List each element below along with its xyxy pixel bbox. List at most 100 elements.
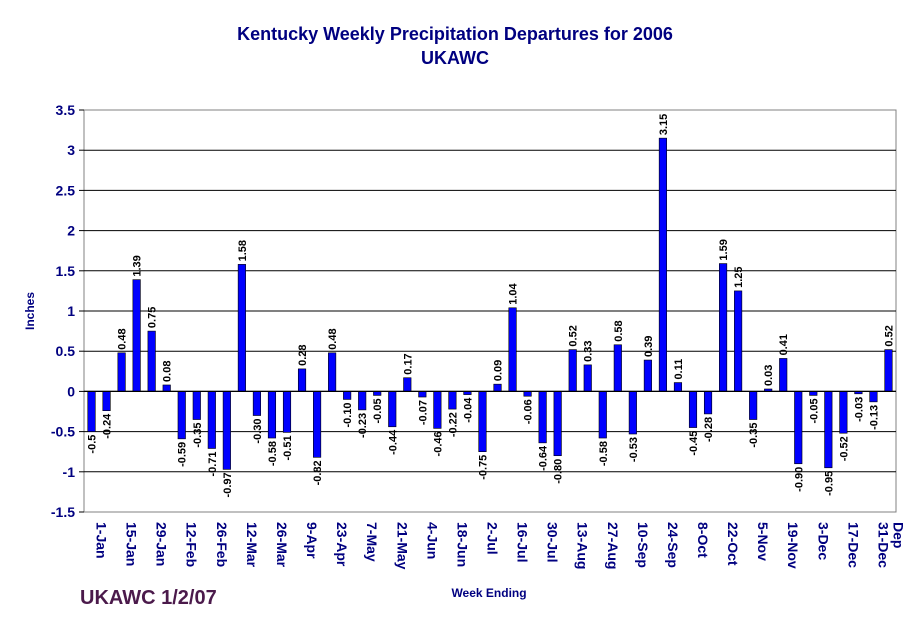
data-label: -0.95 — [823, 471, 835, 496]
data-label: 0.08 — [162, 361, 174, 382]
category-label: 29-Jan — [154, 522, 170, 566]
category-label: 10-Sep — [635, 522, 651, 568]
data-label: -0.05 — [808, 398, 820, 423]
bar — [388, 391, 397, 428]
bar — [869, 391, 878, 403]
category-label: Dep — [890, 522, 906, 548]
data-label: -0.35 — [748, 423, 760, 448]
bar — [568, 349, 577, 392]
data-label: 0.09 — [493, 360, 505, 381]
category-label: 30-Jul — [545, 522, 561, 562]
y-tick-label: 1 — [67, 303, 75, 319]
y-tick-label: 2.5 — [56, 182, 76, 198]
data-label: 0.03 — [763, 365, 775, 386]
category-label: 15-Jan — [124, 522, 140, 566]
data-label: 0.11 — [673, 359, 685, 380]
category-label: 17-Dec — [845, 522, 861, 568]
y-tick-label: 3 — [67, 142, 75, 158]
bar — [734, 290, 743, 392]
data-label: 0.28 — [297, 344, 309, 365]
bar — [673, 382, 683, 392]
data-label: -0.97 — [222, 472, 234, 497]
data-label: -0.59 — [177, 442, 189, 467]
data-label: -0.75 — [477, 455, 489, 480]
y-tick-label: -1.5 — [51, 504, 75, 520]
bar — [628, 391, 637, 435]
bar — [237, 264, 246, 392]
data-label: 0.52 — [883, 325, 895, 346]
category-label: 1-Jan — [94, 522, 110, 559]
category-label: 24-Sep — [665, 522, 681, 568]
data-label: 0.41 — [778, 334, 790, 355]
data-label: -0.35 — [192, 423, 204, 448]
category-label: 31-Dec — [875, 522, 891, 568]
data-label: -0.46 — [432, 431, 444, 456]
data-labels: -0.5-0.240.481.390.750.08-0.59-0.35-0.71… — [87, 114, 896, 498]
data-label: -0.82 — [312, 460, 324, 485]
data-label: 0.58 — [613, 320, 625, 341]
data-label: -0.04 — [462, 397, 474, 423]
bar — [493, 383, 502, 392]
data-label: 1.25 — [733, 266, 745, 287]
bar — [297, 368, 307, 392]
y-tick-label: 2 — [67, 223, 75, 239]
category-label: 26-Mar — [274, 522, 290, 568]
bar — [583, 364, 592, 392]
bar — [884, 349, 893, 392]
data-label: 3.15 — [658, 114, 670, 135]
data-label: 1.59 — [718, 239, 730, 260]
chart-subtitle: UKAWC — [421, 48, 489, 68]
data-label: 0.17 — [402, 353, 414, 374]
data-label: 0.52 — [568, 325, 580, 346]
category-label: 13-Aug — [575, 522, 591, 569]
data-label: 0.48 — [327, 328, 339, 349]
bar — [117, 352, 126, 392]
data-label: -0.45 — [688, 431, 700, 456]
bar — [147, 330, 156, 392]
y-axis-ticks: 3.5 3 2.5 2 1.5 1 0.5 0 -0.5 -1 -1.5 — [51, 102, 84, 520]
data-label: -0.80 — [553, 459, 565, 484]
category-label: 9-Apr — [304, 522, 320, 559]
data-label: -0.06 — [523, 399, 535, 424]
category-label: 26-Feb — [214, 522, 230, 567]
data-label: -0.30 — [252, 419, 264, 444]
y-tick-label: 0.5 — [56, 343, 76, 359]
data-label: -0.10 — [342, 402, 354, 427]
bars — [87, 137, 893, 470]
data-label: -0.51 — [282, 435, 294, 460]
category-label: 2-Jul — [484, 522, 500, 555]
category-label: 22-Oct — [725, 522, 741, 566]
bar — [719, 263, 728, 392]
bar — [598, 391, 607, 439]
data-label: -0.22 — [447, 412, 459, 437]
category-label: 19-Nov — [785, 522, 801, 569]
bar — [207, 391, 216, 449]
bar — [267, 391, 277, 439]
bar — [373, 391, 382, 396]
data-label: 0.48 — [117, 328, 129, 349]
category-label: 7-May — [364, 522, 380, 562]
data-label: 1.58 — [237, 240, 249, 261]
bar — [282, 391, 292, 433]
data-label: -0.53 — [628, 437, 640, 462]
bar — [749, 391, 758, 420]
bar — [192, 391, 201, 420]
category-label: 27-Aug — [605, 522, 621, 569]
bar — [358, 391, 367, 411]
bar — [794, 391, 803, 465]
bar — [222, 391, 231, 470]
data-label: -0.44 — [387, 429, 399, 455]
category-label: 18-Jun — [454, 522, 470, 567]
bar — [779, 358, 788, 392]
bar — [508, 307, 517, 392]
data-label: 1.39 — [132, 255, 144, 276]
category-label: 21-May — [394, 522, 410, 570]
footer-credit: UKAWC 1/2/07 — [80, 587, 217, 609]
y-tick-label: 1.5 — [56, 263, 76, 279]
bar — [87, 391, 96, 432]
category-label: 4-Jun — [424, 522, 440, 559]
category-label: 23-Apr — [334, 522, 350, 567]
bar — [824, 391, 833, 469]
y-axis-label: Inches — [23, 292, 37, 330]
